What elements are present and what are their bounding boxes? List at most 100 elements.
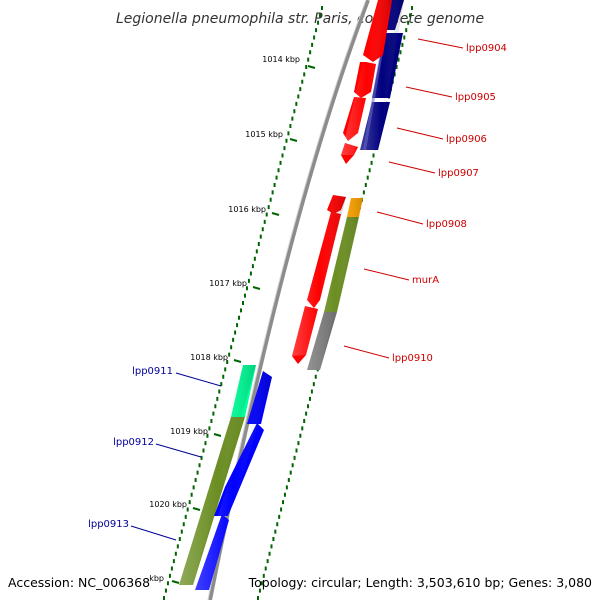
tick-dot (314, 374, 317, 379)
tick-dot (273, 183, 276, 187)
ruler-label: 1017 kbp (209, 279, 247, 288)
tick-dot (240, 308, 243, 313)
tick-dot (212, 411, 215, 416)
ruler-tick (289, 138, 298, 142)
tick-dot (280, 507, 283, 512)
tick-dot (397, 57, 400, 62)
ruler-tick (213, 433, 222, 437)
gene-arrow-shade (195, 371, 272, 590)
tick-dot (178, 537, 181, 541)
tick-dot (258, 588, 261, 593)
tick-dot (279, 160, 282, 165)
tick-dot (214, 404, 217, 409)
tick-dot (362, 190, 365, 195)
reverse-feature-track (179, 365, 256, 585)
tick-dot (264, 566, 267, 571)
tick-dot (236, 323, 239, 328)
topology-text: Topology: circular; Length: 3,503,610 bp… (248, 575, 592, 590)
tick-dot (218, 389, 221, 394)
tick-dot (289, 124, 292, 128)
label-leader-line (376, 211, 424, 225)
tick-dot (368, 168, 371, 173)
gene-label-lpp0905: lpp0905 (455, 92, 496, 103)
forward-gene-arrows (292, 0, 392, 364)
tick-dot (186, 507, 189, 512)
ruler-tick (233, 359, 242, 363)
feature-shade (179, 365, 256, 585)
genome-backbone (208, 0, 370, 600)
ruler-tick (171, 580, 180, 584)
tick-dot (289, 470, 292, 475)
tick-dot (206, 433, 209, 438)
label-leader-line (175, 372, 222, 387)
tick-dot (170, 566, 173, 571)
forward-feature-track-2 (307, 198, 363, 370)
tick-dot (291, 116, 294, 121)
tick-dot (285, 138, 288, 143)
tick-dot (228, 352, 231, 357)
tick-dot (194, 478, 197, 482)
tick-dot (315, 28, 318, 33)
tick-dot (224, 367, 227, 372)
tick-dot (283, 146, 286, 151)
label-leader-line (417, 38, 464, 49)
tick-dot (285, 485, 288, 490)
tick-dot (210, 419, 213, 423)
gene-labels: lpp0904 lpp0905 lpp0906 lpp0907 lpp0908 murA l… (88, 38, 507, 541)
tick-dot (245, 286, 248, 291)
tick-dot (265, 212, 268, 217)
tick-dot (295, 101, 298, 106)
tick-dot (184, 514, 187, 519)
tick-dot (226, 360, 229, 364)
tick-dot (409, 13, 412, 18)
tick-dot (168, 573, 171, 578)
tick-dot (232, 337, 235, 342)
tick-dot (200, 455, 203, 460)
tick-dot (407, 20, 410, 25)
tick-dot (299, 87, 302, 92)
label-leader-line (343, 345, 390, 359)
tick-dot (295, 448, 298, 453)
tick-dot (234, 330, 237, 335)
tick-dot (287, 131, 290, 136)
tick-dot (366, 175, 369, 180)
tick-dot (257, 596, 259, 600)
tick-dot (164, 588, 167, 593)
gene-label-lpp0908: lpp0908 (426, 219, 467, 230)
tick-dot (274, 529, 277, 534)
gene-label-lpp0913: lpp0913 (88, 519, 129, 530)
tick-dot (270, 544, 273, 549)
tick-dot (293, 109, 296, 114)
tick-dot (198, 463, 201, 468)
ruler-label: kbp (149, 574, 164, 583)
reverse-gene-arrows (195, 371, 272, 590)
gene-label-mura: murA (412, 275, 439, 286)
label-leader-line (405, 86, 453, 98)
tick-dot (269, 197, 272, 202)
tick-dot (266, 559, 269, 564)
tick-dot (276, 522, 279, 527)
gene-label-lpp0912: lpp0912 (113, 437, 154, 448)
tick-dot (247, 278, 250, 283)
tick-dot (305, 65, 308, 69)
tick-dot (312, 382, 315, 387)
tick-dot (307, 57, 310, 62)
tick-dot (204, 441, 207, 446)
tick-dot (282, 500, 285, 505)
tick-dot (321, 6, 323, 10)
label-leader-line (388, 161, 436, 174)
tick-dot (370, 160, 373, 165)
tick-dot (293, 455, 296, 460)
tick-dot (272, 537, 275, 541)
tick-dot (174, 551, 177, 556)
tick-dot (395, 65, 398, 69)
tick-dot (182, 522, 185, 527)
tick-dot (180, 529, 183, 534)
gene-label-lpp0906: lpp0906 (446, 134, 487, 145)
tick-dot (303, 419, 306, 423)
tick-dot (192, 485, 195, 490)
gene-label-lpp0911: lpp0911 (132, 366, 173, 377)
tick-dot (259, 234, 262, 239)
tick-dot (317, 20, 320, 25)
tick-dot (281, 153, 284, 158)
